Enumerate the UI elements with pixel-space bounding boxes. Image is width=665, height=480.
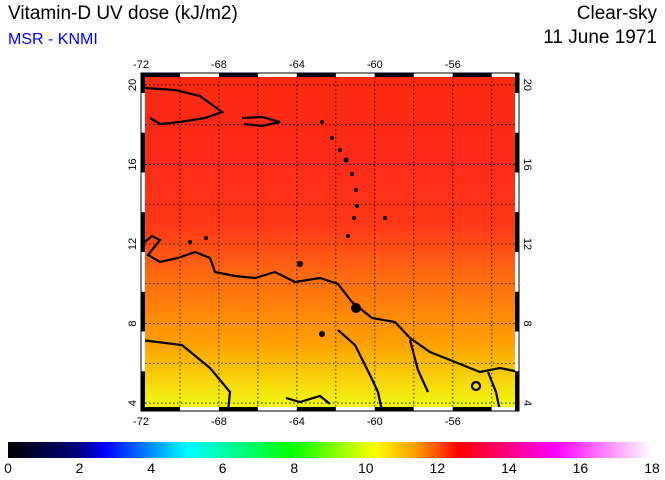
lat-tick-left: 8 bbox=[127, 320, 139, 326]
colorbar-label: 8 bbox=[290, 460, 299, 476]
lat-tick-left: 4 bbox=[127, 400, 139, 406]
lon-tick-top: -64 bbox=[289, 59, 305, 71]
lat-tick-left: 12 bbox=[127, 238, 139, 250]
uv-field bbox=[141, 73, 519, 411]
chart-title: Vitamin-D UV dose (kJ/m2) bbox=[8, 3, 238, 24]
colorbar-label: 18 bbox=[644, 460, 660, 476]
colorbar-label: 2 bbox=[75, 460, 84, 476]
lat-tick-right: 20 bbox=[521, 79, 533, 91]
lat-tick-left: 16 bbox=[127, 158, 139, 170]
lon-tick-top: -60 bbox=[367, 59, 383, 71]
lat-tick-right: 4 bbox=[521, 400, 533, 406]
lon-tick-top: -56 bbox=[445, 59, 461, 71]
date-label: 11 June 1971 bbox=[543, 27, 657, 48]
islands bbox=[188, 120, 387, 337]
colorbar-label: 16 bbox=[572, 460, 589, 476]
condition-label: Clear-sky bbox=[576, 3, 657, 24]
lon-tick-bottom: -64 bbox=[289, 416, 305, 428]
colorbar-label: 4 bbox=[147, 460, 155, 476]
lon-tick-top: -72 bbox=[133, 59, 149, 71]
colorbar bbox=[8, 442, 652, 458]
lat-tick-right: 12 bbox=[521, 238, 533, 250]
lat-tick-right: 8 bbox=[521, 320, 533, 326]
colorbar-label: 6 bbox=[218, 460, 227, 476]
lon-tick-bottom: -56 bbox=[445, 416, 461, 428]
source-label: MSR - KNMI bbox=[8, 31, 98, 48]
map-frame bbox=[140, 72, 520, 412]
colorbar-label: 10 bbox=[357, 460, 374, 476]
lat-tick-right: 16 bbox=[521, 158, 533, 170]
lon-tick-bottom: -60 bbox=[367, 416, 383, 428]
lon-tick-top: -68 bbox=[211, 59, 227, 71]
lat-tick-left: 20 bbox=[127, 79, 139, 91]
colorbar-label: 14 bbox=[501, 460, 517, 476]
coastlines bbox=[140, 86, 520, 412]
colorbar-label: 12 bbox=[429, 460, 446, 476]
lon-tick-bottom: -68 bbox=[211, 416, 227, 428]
colorbar-label: 0 bbox=[4, 460, 12, 476]
lon-tick-bottom: -72 bbox=[133, 416, 149, 428]
